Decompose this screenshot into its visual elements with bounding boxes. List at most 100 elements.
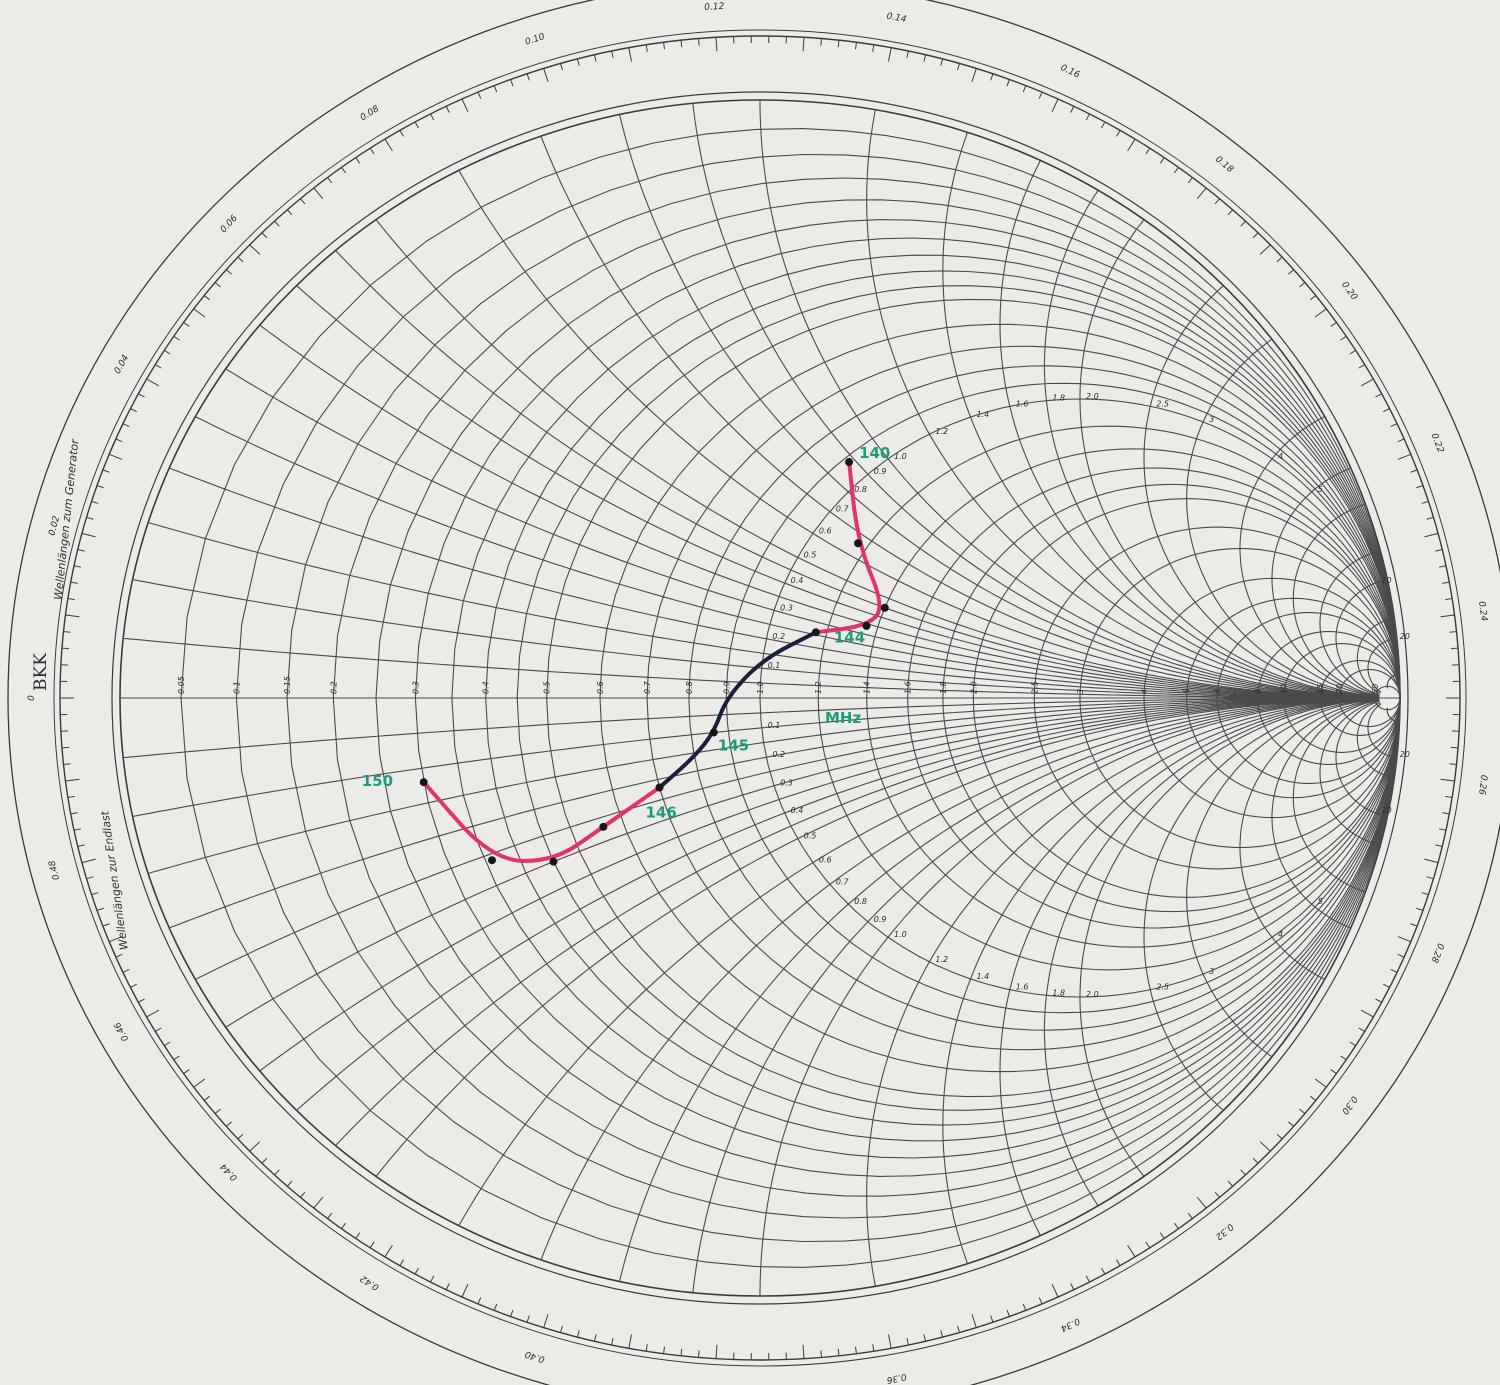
scale-tick (203, 1095, 211, 1101)
measurement-dot (811, 628, 820, 637)
scale-tick (369, 1241, 375, 1249)
scale-tick (593, 54, 597, 62)
scale-tick (146, 1009, 160, 1018)
reactance-arc (1367, 637, 1398, 693)
scale-tick (237, 256, 244, 263)
scale-tick (193, 308, 206, 318)
scale-tick (1383, 408, 1390, 413)
reactance-value-label: 2.0 (1086, 990, 1099, 999)
scale-tick (286, 209, 293, 216)
reactance-value-label: 5 (1318, 897, 1323, 906)
scale-tick (225, 269, 232, 275)
scale-tick (1416, 907, 1424, 911)
scale-tick (1240, 1169, 1246, 1176)
reactance-arc (618, 114, 1379, 699)
scale-tick (1397, 936, 1412, 943)
scale-tick (261, 232, 268, 239)
frequency-annotations: 140 144 145 146 150 (362, 444, 891, 821)
scale-tick (820, 38, 822, 46)
scale-tick (1240, 220, 1246, 227)
axis-value-label: 2.5 (1030, 681, 1039, 694)
scale-tick (715, 1344, 718, 1359)
scale-tick (1101, 1267, 1106, 1275)
reactance-arc (1356, 702, 1395, 778)
reactance-value-label: 2.5 (1156, 983, 1169, 992)
scale-tick (286, 1180, 293, 1187)
scale-tick (1173, 167, 1179, 174)
scale-tick (86, 876, 94, 880)
scale-tick (957, 63, 960, 71)
scale-tick (122, 423, 130, 428)
scale-tick (399, 1259, 404, 1266)
scale-tick (96, 907, 104, 911)
scale-tick (1022, 85, 1027, 93)
scale-tick (837, 1348, 840, 1356)
scale-tick (65, 778, 80, 782)
reactance-arc (169, 697, 1379, 929)
wavelength-label: 0.06 (219, 213, 240, 235)
scale-tick (138, 393, 145, 398)
measurement-dot (549, 857, 558, 866)
wavelength-label: 0.20 (1339, 280, 1359, 302)
scale-tick (399, 130, 404, 137)
wavelength-label: 0.42 (359, 1273, 382, 1292)
measurement-dots (419, 458, 889, 866)
wavelength-label: 0.22 (1429, 432, 1446, 455)
scale-tick (1288, 1121, 1295, 1127)
scale-tick (122, 968, 130, 973)
scale-tick (1276, 256, 1283, 263)
scale-tick (173, 335, 180, 341)
axis-value-label: 0.15 (283, 676, 292, 694)
scale-tick (108, 936, 123, 943)
scale-tick (1438, 565, 1446, 568)
scale-tick (1360, 378, 1374, 387)
reactance-arc (1386, 673, 1400, 689)
scale-tick (355, 1232, 361, 1239)
scale-tick (155, 364, 162, 369)
scale-tick (77, 844, 85, 847)
scale-tick (477, 91, 482, 99)
scale-tick (1314, 308, 1327, 318)
scale-tick (1390, 423, 1398, 428)
reactance-value-label: 2.0 (1086, 392, 1099, 401)
scale-tick (108, 453, 123, 460)
reactance-value-label: 1.8 (1052, 988, 1065, 997)
scale-tick (576, 58, 580, 66)
reactance-arc (296, 697, 1379, 1111)
scale-tick (1101, 121, 1106, 129)
scale-tick (1421, 500, 1429, 504)
wavelength-label: 0.40 (524, 1348, 546, 1364)
axis-value-label: 4 (1140, 689, 1149, 694)
scale-ticks (60, 36, 1460, 1360)
reactance-value-label: 4 (1278, 930, 1283, 939)
scale-tick (1442, 581, 1450, 584)
scale-tick (70, 812, 78, 815)
axis-value-label: 0.6 (596, 681, 605, 694)
frequency-label: 140 (859, 444, 890, 462)
reactance-arc (1335, 700, 1388, 817)
reactance-value-label: 10 (1381, 806, 1391, 815)
scale-tick (1022, 1303, 1027, 1311)
scale-tick (477, 1297, 482, 1305)
scale-tick (1383, 983, 1390, 988)
wavelength-label: 0.08 (359, 104, 382, 123)
scale-tick (611, 50, 614, 58)
reactance-value-label: 0.4 (791, 576, 804, 585)
axis-value-label: 10 (1280, 684, 1289, 694)
scale-tick (1038, 91, 1043, 99)
scale-tick (1116, 130, 1121, 137)
scale-tick (74, 565, 82, 568)
frequency-label: 150 (362, 772, 393, 790)
trace-pink (813, 460, 882, 635)
scale-tick (414, 1267, 419, 1275)
scale-tick (1349, 349, 1356, 355)
axis-value-label: 0.9 (722, 681, 731, 694)
scale-tick (1397, 453, 1412, 460)
scale-tick (1450, 746, 1459, 749)
scale-tick (115, 438, 123, 443)
scale-tick (1070, 106, 1075, 113)
axis-value-label: 0.2 (329, 681, 338, 694)
reactance-value-label: 10 (1381, 576, 1391, 585)
scale-tick (1358, 364, 1365, 369)
reactance-arc (999, 160, 1379, 699)
